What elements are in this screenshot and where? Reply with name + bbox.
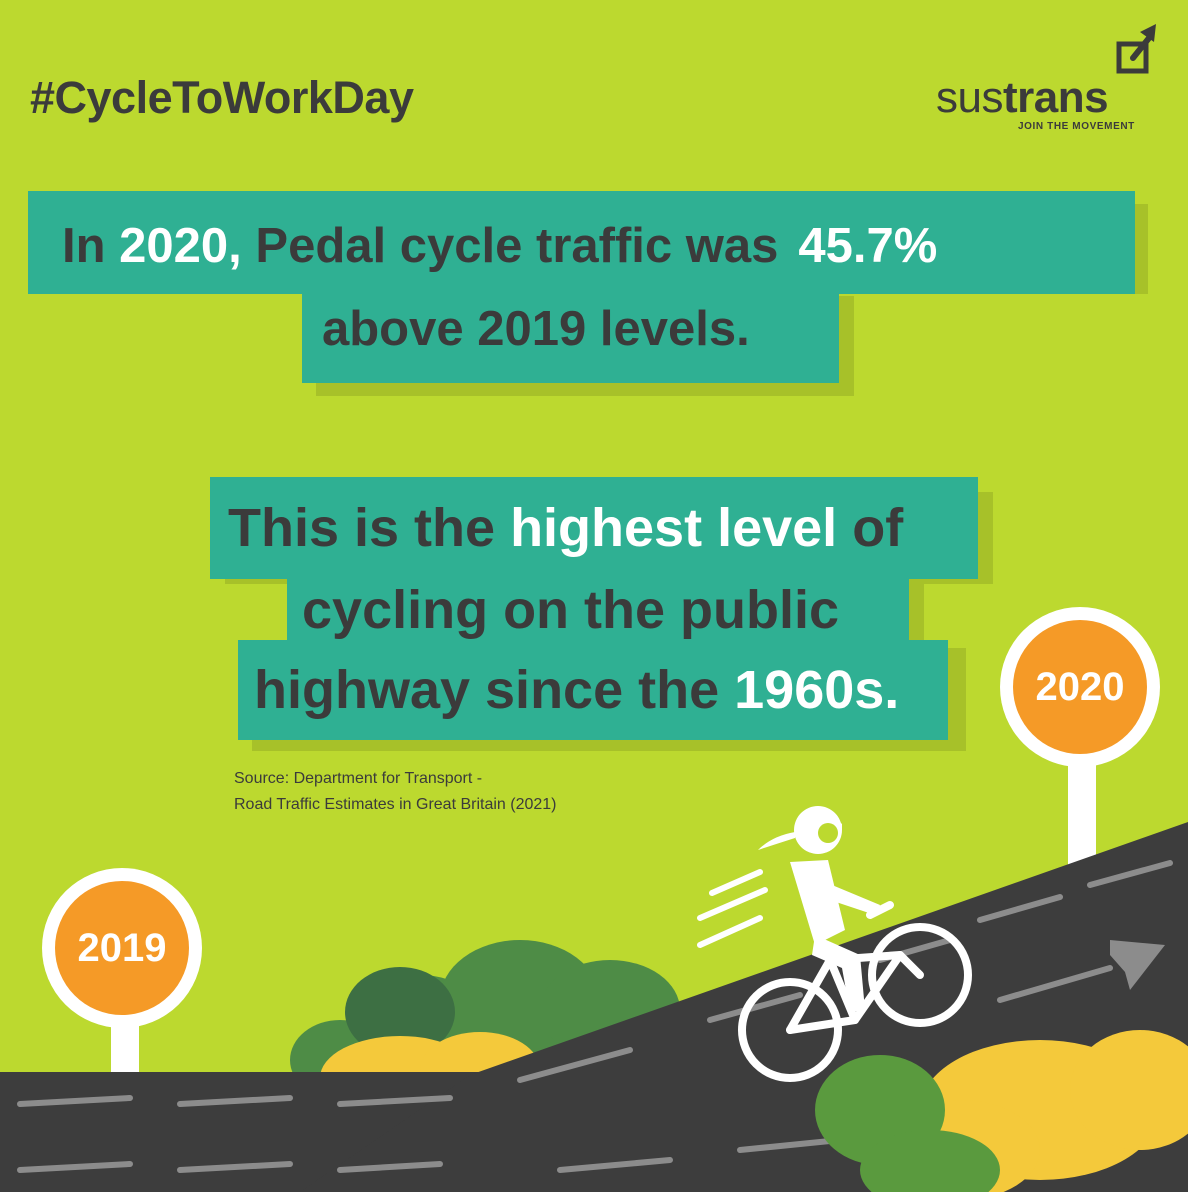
stat-line-1: In 2020, Pedal cycle traffic was 45.7% <box>62 218 937 274</box>
highlight-text-a: This is the <box>228 498 496 558</box>
year-sign-2019-label: 2019 <box>55 881 189 1015</box>
stat-percent: 45.7% <box>798 219 938 273</box>
source-line-1: Source: Department for Transport - <box>234 770 483 787</box>
stat-year: 2020, <box>119 219 242 273</box>
source-citation: Source: Department for Transport - Road … <box>234 766 557 818</box>
logo-word-bold: trans <box>1002 73 1109 122</box>
stat-box-bottom <box>302 292 839 383</box>
cyclist-icon <box>697 869 972 1082</box>
highlight-box-top <box>210 477 978 579</box>
stat-text-in: In <box>62 219 106 273</box>
highlight-line-3: highway since the 1960s. <box>254 659 899 721</box>
stat-text-main: Pedal cycle traffic was <box>255 219 779 273</box>
stat-box-top <box>28 191 1135 294</box>
year-sign-2020: 2020 <box>1000 607 1160 767</box>
sustrans-logo: sustrans JOIN THE MOVEMENT <box>930 22 1160 142</box>
year-sign-2019: 2019 <box>42 868 202 1028</box>
highlight-text-c: highway since the <box>254 660 720 720</box>
highlight-phrase: highest level <box>510 498 838 558</box>
share-arrow-icon <box>1116 24 1156 74</box>
highlight-box-middle <box>287 572 909 648</box>
highlight-decade: 1960s. <box>734 660 900 720</box>
hashtag: #CycleToWorkDay <box>30 72 414 123</box>
year-sign-2020-label: 2020 <box>1013 620 1147 754</box>
logo-wordmark: sustrans <box>936 73 1109 122</box>
highlight-text-b: of <box>852 498 904 558</box>
logo-word-light: sus <box>936 73 1003 122</box>
highlight-line-2: cycling on the public <box>302 580 840 640</box>
stat-line-2: above 2019 levels. <box>322 302 750 356</box>
logo-tagline: JOIN THE MOVEMENT <box>1018 121 1135 132</box>
source-line-2: Road Traffic Estimates in Great Britain … <box>234 796 557 813</box>
road-arrow <box>1110 940 1165 990</box>
back-bushes-mid <box>345 967 455 1057</box>
highlight-box-bottom <box>238 640 948 740</box>
highlight-line-1: This is the highest level of <box>228 497 903 559</box>
front-bush-green <box>815 1055 1000 1192</box>
